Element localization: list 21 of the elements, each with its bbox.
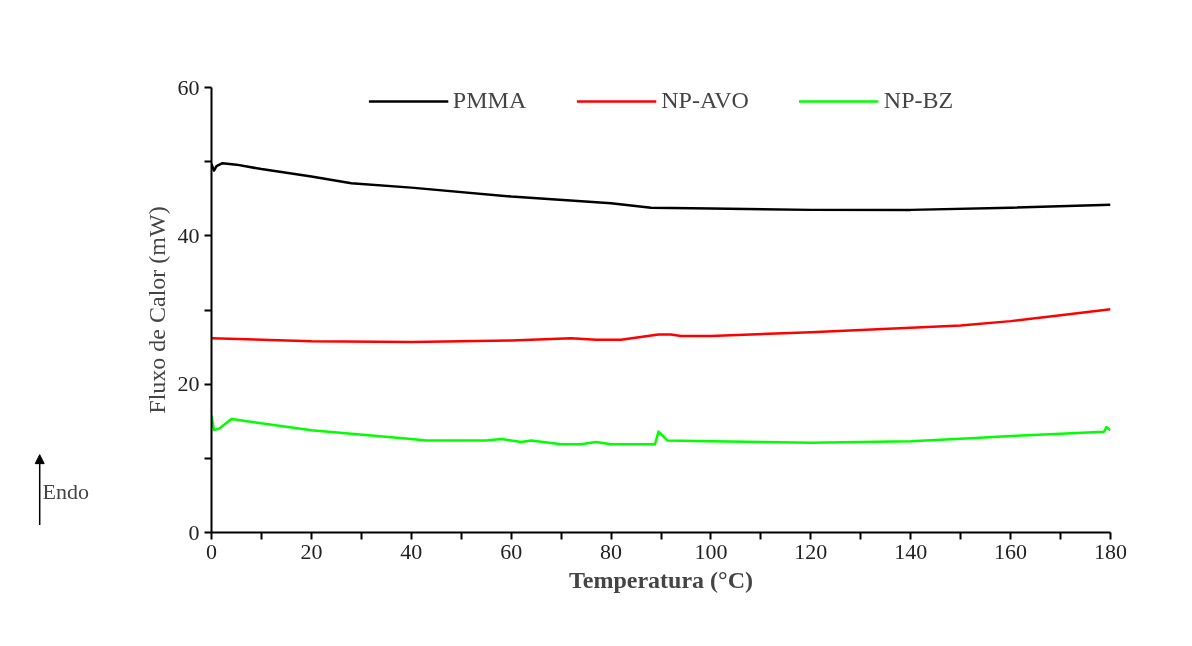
legend-label: PMMA [452, 87, 527, 114]
x-tick-label: 40 [400, 538, 423, 564]
line-series [211, 308, 1111, 344]
text: Endo [42, 479, 89, 505]
x-axis-title: Temperatura (°C) [569, 566, 754, 593]
x-tick-label: 100 [694, 538, 728, 564]
y-tick-label: 60 [177, 74, 200, 100]
x-tick-label: 160 [994, 538, 1028, 564]
x-tick-label: 60 [500, 538, 523, 564]
legend-label: NP-AVO [661, 87, 749, 114]
y-tick-label: 0 [188, 519, 200, 545]
x-tick-label: 180 [1094, 538, 1127, 564]
x-tick-label: 80 [600, 538, 623, 564]
x-tick-label: 0 [206, 538, 217, 564]
legend-label: NP-BZ [883, 87, 954, 114]
y-axis-title: Fluxo de Calor (mW) [143, 206, 170, 414]
x-tick-label: 20 [300, 538, 323, 564]
y-tick-label: 20 [177, 371, 200, 397]
y-tick-label: 40 [177, 222, 200, 248]
x-tick-label: 140 [894, 538, 928, 564]
x-tick-label: 120 [794, 538, 828, 564]
